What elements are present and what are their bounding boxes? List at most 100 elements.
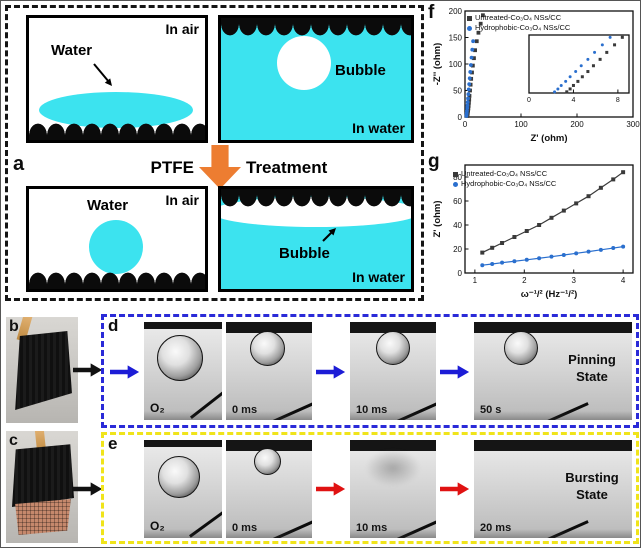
photo-hydrophobic-sample: c bbox=[6, 431, 78, 543]
bursting-flow-arrow-icon bbox=[440, 482, 470, 496]
surface-base bbox=[221, 189, 411, 195]
time-label: 20 ms bbox=[480, 522, 512, 534]
gas-bubble-shape bbox=[250, 331, 285, 366]
svg-text:ω⁻¹/² (Hz⁻¹/²): ω⁻¹/² (Hz⁻¹/²) bbox=[521, 289, 578, 300]
panel-d-pinning-sequence: d O₂ 0 ms 10 ms bbox=[101, 314, 639, 428]
video-frame-0ms: 0 ms bbox=[226, 440, 312, 538]
svg-text:300: 300 bbox=[626, 120, 640, 129]
gas-bubble-shape bbox=[158, 456, 200, 498]
state-word-2: State bbox=[576, 368, 608, 384]
video-frame-o2-bubble: O₂ bbox=[144, 440, 222, 538]
photo-untreated-sample: b bbox=[6, 317, 78, 423]
in-water-label: In water bbox=[352, 269, 405, 285]
electrode-surface bbox=[350, 322, 436, 333]
photo-to-pinning-arrow-icon bbox=[73, 363, 103, 377]
carbon-cloth-shape bbox=[15, 331, 72, 410]
electrode-surface bbox=[474, 322, 632, 333]
legend-row-untreated: Untreated-Co₃O₄ NSs/CC bbox=[467, 13, 570, 23]
svg-text:0: 0 bbox=[527, 97, 531, 104]
photo-to-bursting-arrow-icon bbox=[73, 482, 103, 496]
untreated-legend-label: Untreated-Co₃O₄ NSs/CC bbox=[461, 169, 548, 178]
schematic-bubble-in-water-after: Bubble In water bbox=[218, 186, 414, 292]
water-lens-shape bbox=[39, 92, 193, 128]
panel-f-label: f bbox=[428, 2, 435, 23]
video-frame-50s: 50 s Pinning State bbox=[474, 322, 632, 420]
electrode-surface bbox=[144, 322, 222, 329]
time-label: 10 ms bbox=[356, 522, 388, 534]
pinning-flow-arrow-icon bbox=[440, 365, 470, 379]
hydrophobic-legend-label: Hydrophobic-Co₃O₄ NSs/CC bbox=[461, 179, 557, 189]
surface-bumps bbox=[221, 195, 411, 207]
svg-text:2: 2 bbox=[522, 276, 527, 285]
carbon-cloth-shape bbox=[12, 444, 74, 507]
treatment-down-arrow-icon bbox=[199, 145, 241, 189]
treatment-label: Treatment bbox=[246, 158, 328, 177]
video-frame-o2-bubble: O₂ bbox=[144, 322, 222, 420]
svg-text:40: 40 bbox=[453, 221, 462, 230]
svg-text:Z' (ohm): Z' (ohm) bbox=[432, 200, 443, 237]
nyquist-legend: Untreated-Co₃O₄ NSs/CC Hydrophobic-Co₃O₄… bbox=[467, 13, 570, 33]
mesh-backside-shape bbox=[15, 499, 71, 535]
surface-bumps bbox=[221, 24, 411, 36]
svg-text:60: 60 bbox=[453, 197, 462, 206]
panel-g-label: g bbox=[428, 151, 440, 172]
untreated-marker-icon bbox=[453, 171, 458, 177]
svg-text:100: 100 bbox=[449, 60, 463, 69]
electrode-surface bbox=[226, 440, 312, 451]
gas-bubble-shape bbox=[376, 331, 410, 365]
surface-base bbox=[221, 18, 411, 24]
video-frame-20ms: 20 ms Bursting State bbox=[474, 440, 632, 538]
svg-text:200: 200 bbox=[570, 120, 584, 129]
pinning-state-caption: Pinning State bbox=[559, 352, 625, 386]
gas-bubble-shape bbox=[504, 331, 538, 365]
needle-icon bbox=[395, 517, 436, 538]
svg-text:8: 8 bbox=[616, 97, 620, 104]
svg-text:200: 200 bbox=[449, 7, 463, 16]
schematic-water-in-air-before: In air Water bbox=[26, 15, 208, 143]
water-label: Water bbox=[51, 42, 93, 59]
svg-text:-Z'' (ohm): -Z'' (ohm) bbox=[432, 43, 443, 86]
svg-text:100: 100 bbox=[514, 120, 528, 129]
svg-text:0: 0 bbox=[463, 120, 468, 129]
video-frame-10ms-bursting: 10 ms bbox=[350, 440, 436, 538]
time-label: 0 ms bbox=[232, 522, 258, 534]
panel-b-label: b bbox=[9, 318, 19, 335]
svg-text:4: 4 bbox=[621, 276, 626, 285]
legend-row-hydrophobic: Hydrophobic-Co₃O₄ NSs/CC bbox=[453, 179, 556, 189]
untreated-legend-label: Untreated-Co₃O₄ NSs/CC bbox=[475, 13, 562, 22]
pinning-flow-arrow-icon bbox=[316, 365, 346, 379]
panel-e-bursting-sequence: e O₂ 0 ms 10 ms 20 ms bbox=[101, 432, 639, 544]
svg-text:3: 3 bbox=[571, 276, 576, 285]
untreated-marker-icon bbox=[467, 15, 472, 21]
needle-icon bbox=[271, 517, 312, 538]
svg-text:0: 0 bbox=[458, 113, 463, 122]
svg-text:50: 50 bbox=[453, 86, 462, 95]
bubble-label: Bubble bbox=[335, 62, 386, 79]
hydrophobic-marker-icon bbox=[467, 25, 472, 31]
electrode-surface bbox=[144, 440, 222, 447]
bursting-blur-shape bbox=[366, 450, 420, 486]
electrode-surface bbox=[350, 440, 436, 451]
schematic-water-in-air-after: In air Water bbox=[26, 186, 208, 292]
in-air-label: In air bbox=[165, 192, 199, 208]
pinning-flow-arrow-icon bbox=[110, 365, 140, 379]
needle-icon bbox=[189, 507, 222, 537]
surface-base bbox=[29, 284, 205, 289]
surface-bumps bbox=[29, 123, 205, 135]
gas-bubble-shape bbox=[157, 335, 203, 381]
state-word-1: Bursting bbox=[565, 470, 619, 485]
oxygen-label: O₂ bbox=[150, 519, 165, 533]
legend-row-untreated: Untreated-Co₃O₄ NSs/CC bbox=[453, 169, 556, 179]
surface-base bbox=[29, 135, 205, 140]
needle-icon bbox=[395, 399, 436, 420]
hydrophobic-legend-label: Hydrophobic-Co₃O₄ NSs/CC bbox=[475, 23, 571, 33]
svg-text:1: 1 bbox=[473, 276, 478, 285]
water-label: Water bbox=[87, 197, 129, 214]
panel-d-label: d bbox=[108, 316, 119, 335]
gas-bubble-shape bbox=[254, 448, 281, 475]
state-word-2: State bbox=[576, 486, 608, 502]
panel-e-label: e bbox=[108, 434, 118, 453]
ptfe-label: PTFE bbox=[150, 158, 194, 177]
